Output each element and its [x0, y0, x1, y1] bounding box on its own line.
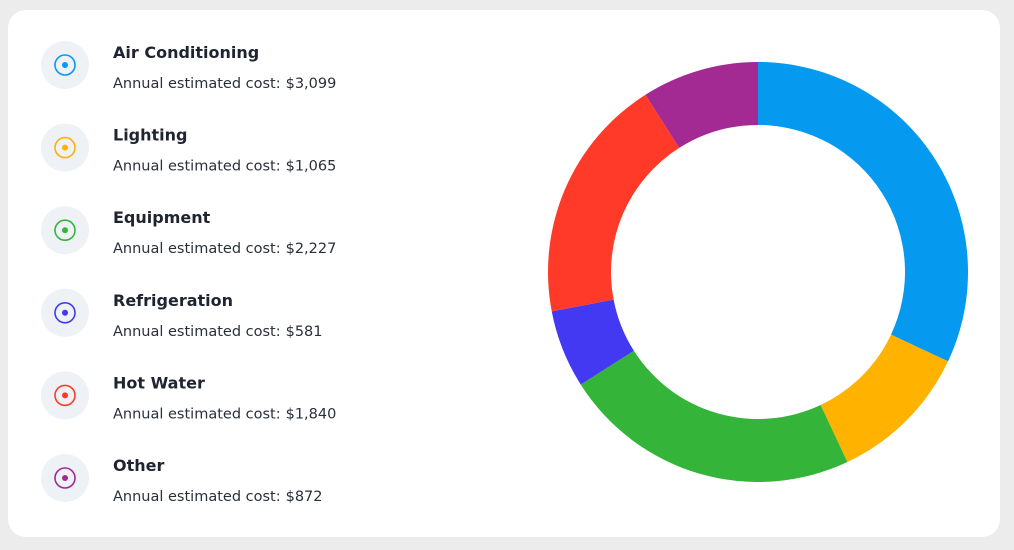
donut-slice [580, 350, 848, 482]
item-cost: Annual estimated cost: $1,065 [113, 159, 336, 175]
icon [54, 467, 76, 489]
icon-dot [62, 227, 68, 234]
cost-value: $2,227 [286, 241, 337, 257]
icon [54, 219, 76, 241]
icon [54, 384, 76, 407]
item-name: Equipment [113, 208, 211, 227]
icon-dot [62, 309, 68, 316]
cost-value: $1,065 [286, 159, 337, 175]
cost-value: $581 [286, 324, 323, 340]
donut-slice [551, 299, 634, 385]
icon-dot [62, 475, 68, 481]
donut-slice [758, 62, 968, 362]
item-cost: Annual estimated cost: $3,099 [113, 76, 336, 92]
donut-slice [820, 334, 949, 463]
icon [54, 301, 76, 324]
item-name: Lighting [113, 126, 188, 145]
donut-slice [645, 62, 758, 148]
item-cost: Annual estimated cost: $1,840 [113, 406, 336, 422]
icon-dot [62, 392, 68, 399]
item-name: Other [113, 456, 164, 475]
cost-caption: Annual estimated cost: [113, 159, 281, 175]
cost-caption: Annual estimated cost: [113, 489, 281, 505]
item-name: Air Conditioning [113, 43, 259, 62]
cost-value: $3,099 [286, 76, 337, 92]
icon-dot [62, 144, 68, 151]
cost-caption: Annual estimated cost: [113, 241, 281, 257]
cost-caption: Annual estimated cost: [113, 76, 281, 92]
item-cost: Annual estimated cost: $581 [113, 324, 323, 340]
item-name: Refrigeration [113, 291, 233, 310]
cost-caption: Annual estimated cost: [113, 406, 281, 422]
donut-slice [548, 94, 680, 312]
icon [54, 54, 76, 76]
cost-value: $1,840 [286, 406, 337, 422]
icon [54, 136, 76, 159]
icon-dot [62, 62, 68, 68]
cost-value: $872 [286, 489, 323, 505]
cost-caption: Annual estimated cost: [113, 324, 281, 340]
item-cost: Annual estimated cost: $2,227 [113, 241, 336, 257]
item-cost: Annual estimated cost: $872 [113, 489, 323, 505]
item-name: Hot Water [113, 373, 205, 392]
